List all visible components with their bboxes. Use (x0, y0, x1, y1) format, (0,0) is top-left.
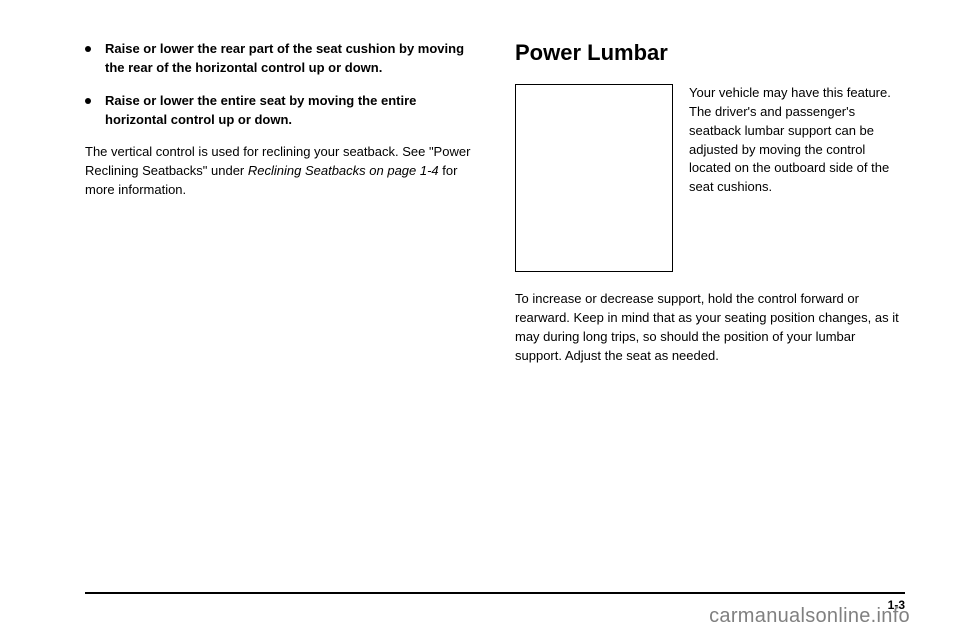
manual-page: Raise or lower the rear part of the seat… (0, 0, 960, 640)
body-paragraph: The vertical control is used for reclini… (85, 143, 475, 200)
bullet-icon (85, 46, 91, 52)
bullet-item: Raise or lower the entire seat by moving… (85, 92, 475, 130)
two-column-layout: Raise or lower the rear part of the seat… (85, 40, 905, 365)
para-italic: Reclining Seatbacks on page 1-4 (248, 163, 439, 178)
bullet-icon (85, 98, 91, 104)
bullet-text: Raise or lower the rear part of the seat… (105, 40, 475, 78)
figure-caption-text: Your vehicle may have this feature. The … (689, 84, 905, 272)
watermark-text: carmanualsonline.info (709, 605, 910, 628)
footer-rule (85, 592, 905, 594)
left-column: Raise or lower the rear part of the seat… (85, 40, 475, 365)
bullet-list: Raise or lower the rear part of the seat… (85, 40, 475, 129)
bullet-text: Raise or lower the entire seat by moving… (105, 92, 475, 130)
right-column: Power Lumbar Your vehicle may have this … (515, 40, 905, 365)
bullet-item: Raise or lower the rear part of the seat… (85, 40, 475, 78)
figure-placeholder (515, 84, 673, 272)
body-paragraph: To increase or decrease support, hold th… (515, 290, 905, 365)
figure-row: Your vehicle may have this feature. The … (515, 84, 905, 272)
section-heading: Power Lumbar (515, 40, 905, 66)
